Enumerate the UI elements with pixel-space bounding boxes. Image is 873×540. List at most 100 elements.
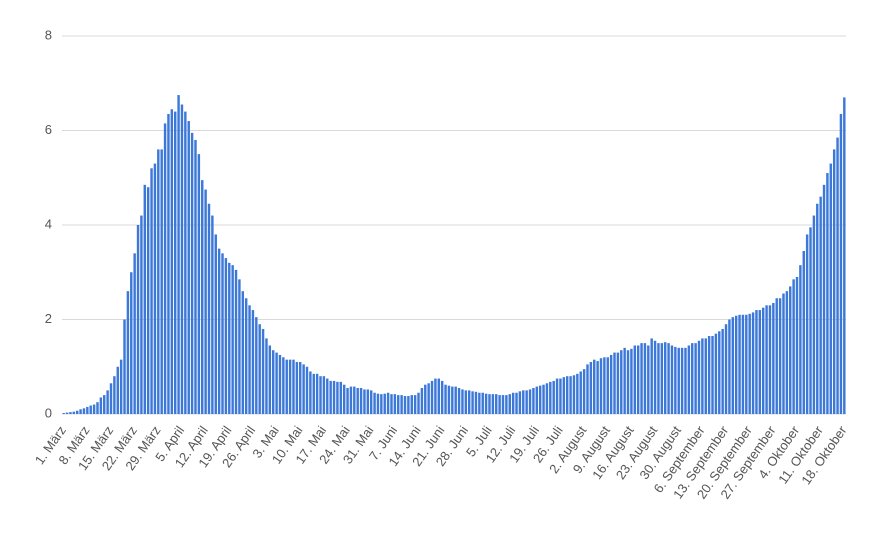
bar [359, 388, 363, 414]
bar [440, 380, 444, 414]
bar [62, 413, 65, 414]
bar [620, 350, 623, 414]
bar [687, 345, 691, 414]
bar [99, 397, 103, 414]
bar [437, 378, 441, 414]
bar [447, 385, 451, 414]
bar [532, 388, 535, 414]
bar [778, 298, 782, 414]
bar [65, 412, 69, 414]
bar [711, 336, 714, 414]
bar [373, 392, 376, 414]
bar [579, 371, 582, 414]
bar [424, 384, 427, 414]
bar [694, 343, 697, 414]
bar [650, 338, 653, 414]
bar [268, 345, 272, 414]
bar [75, 410, 79, 414]
bar [444, 384, 447, 414]
bar [336, 381, 339, 414]
bar [292, 359, 295, 414]
bar [417, 392, 420, 414]
bar [572, 375, 576, 414]
bar [79, 409, 82, 414]
bar [775, 298, 778, 414]
bar [349, 386, 353, 414]
bar [153, 163, 157, 414]
bar [657, 343, 660, 414]
bar [366, 389, 370, 414]
bar [660, 343, 664, 414]
bar [146, 187, 150, 414]
y-tick-label: 0 [45, 405, 52, 420]
bar [667, 343, 670, 414]
bar [271, 350, 275, 414]
bar [522, 390, 525, 414]
bar [467, 390, 471, 414]
bar [123, 319, 126, 414]
bar [248, 305, 251, 414]
bar [471, 391, 474, 414]
bar [785, 291, 789, 414]
bar [180, 104, 184, 414]
bar [626, 350, 630, 414]
bar [130, 272, 133, 414]
bar [113, 376, 116, 414]
bar [748, 313, 751, 414]
bar [832, 149, 836, 414]
bar [221, 253, 224, 414]
bar [403, 396, 407, 414]
bar [197, 154, 201, 414]
bar [565, 376, 569, 414]
bar [231, 265, 234, 414]
bar [728, 319, 731, 414]
bar [677, 347, 680, 414]
bar [157, 149, 160, 414]
bar [329, 380, 332, 414]
bar [464, 390, 468, 414]
bar [789, 286, 792, 414]
bar [505, 395, 508, 414]
bar [535, 386, 539, 414]
bar [819, 196, 822, 414]
bar [275, 352, 278, 414]
bar [643, 343, 647, 414]
bar [224, 258, 228, 414]
bar [511, 392, 515, 414]
bar [241, 291, 245, 414]
bar [103, 395, 106, 414]
bar [255, 317, 258, 414]
bar [495, 394, 498, 414]
bar [170, 109, 174, 415]
bar [410, 395, 413, 414]
bar [782, 293, 785, 414]
bar [211, 215, 214, 414]
bar [150, 168, 153, 414]
bar [751, 312, 755, 414]
bar [498, 395, 501, 414]
bar [508, 394, 511, 414]
bar [586, 364, 589, 414]
bar [167, 113, 170, 415]
bar [843, 97, 846, 415]
bar [451, 386, 454, 414]
bar [119, 359, 123, 414]
bar [386, 392, 390, 414]
bar [745, 314, 748, 414]
bar [457, 388, 461, 414]
bar [799, 265, 802, 414]
bar [758, 310, 762, 414]
bar [741, 314, 745, 414]
bar [488, 394, 491, 414]
bar [478, 392, 481, 414]
bar [542, 384, 545, 414]
bar [190, 132, 194, 415]
bar [228, 262, 231, 414]
bar [322, 376, 326, 414]
bar [697, 340, 701, 414]
bar [755, 310, 758, 414]
bar [829, 163, 833, 414]
bar [528, 389, 532, 414]
bar [474, 391, 478, 414]
